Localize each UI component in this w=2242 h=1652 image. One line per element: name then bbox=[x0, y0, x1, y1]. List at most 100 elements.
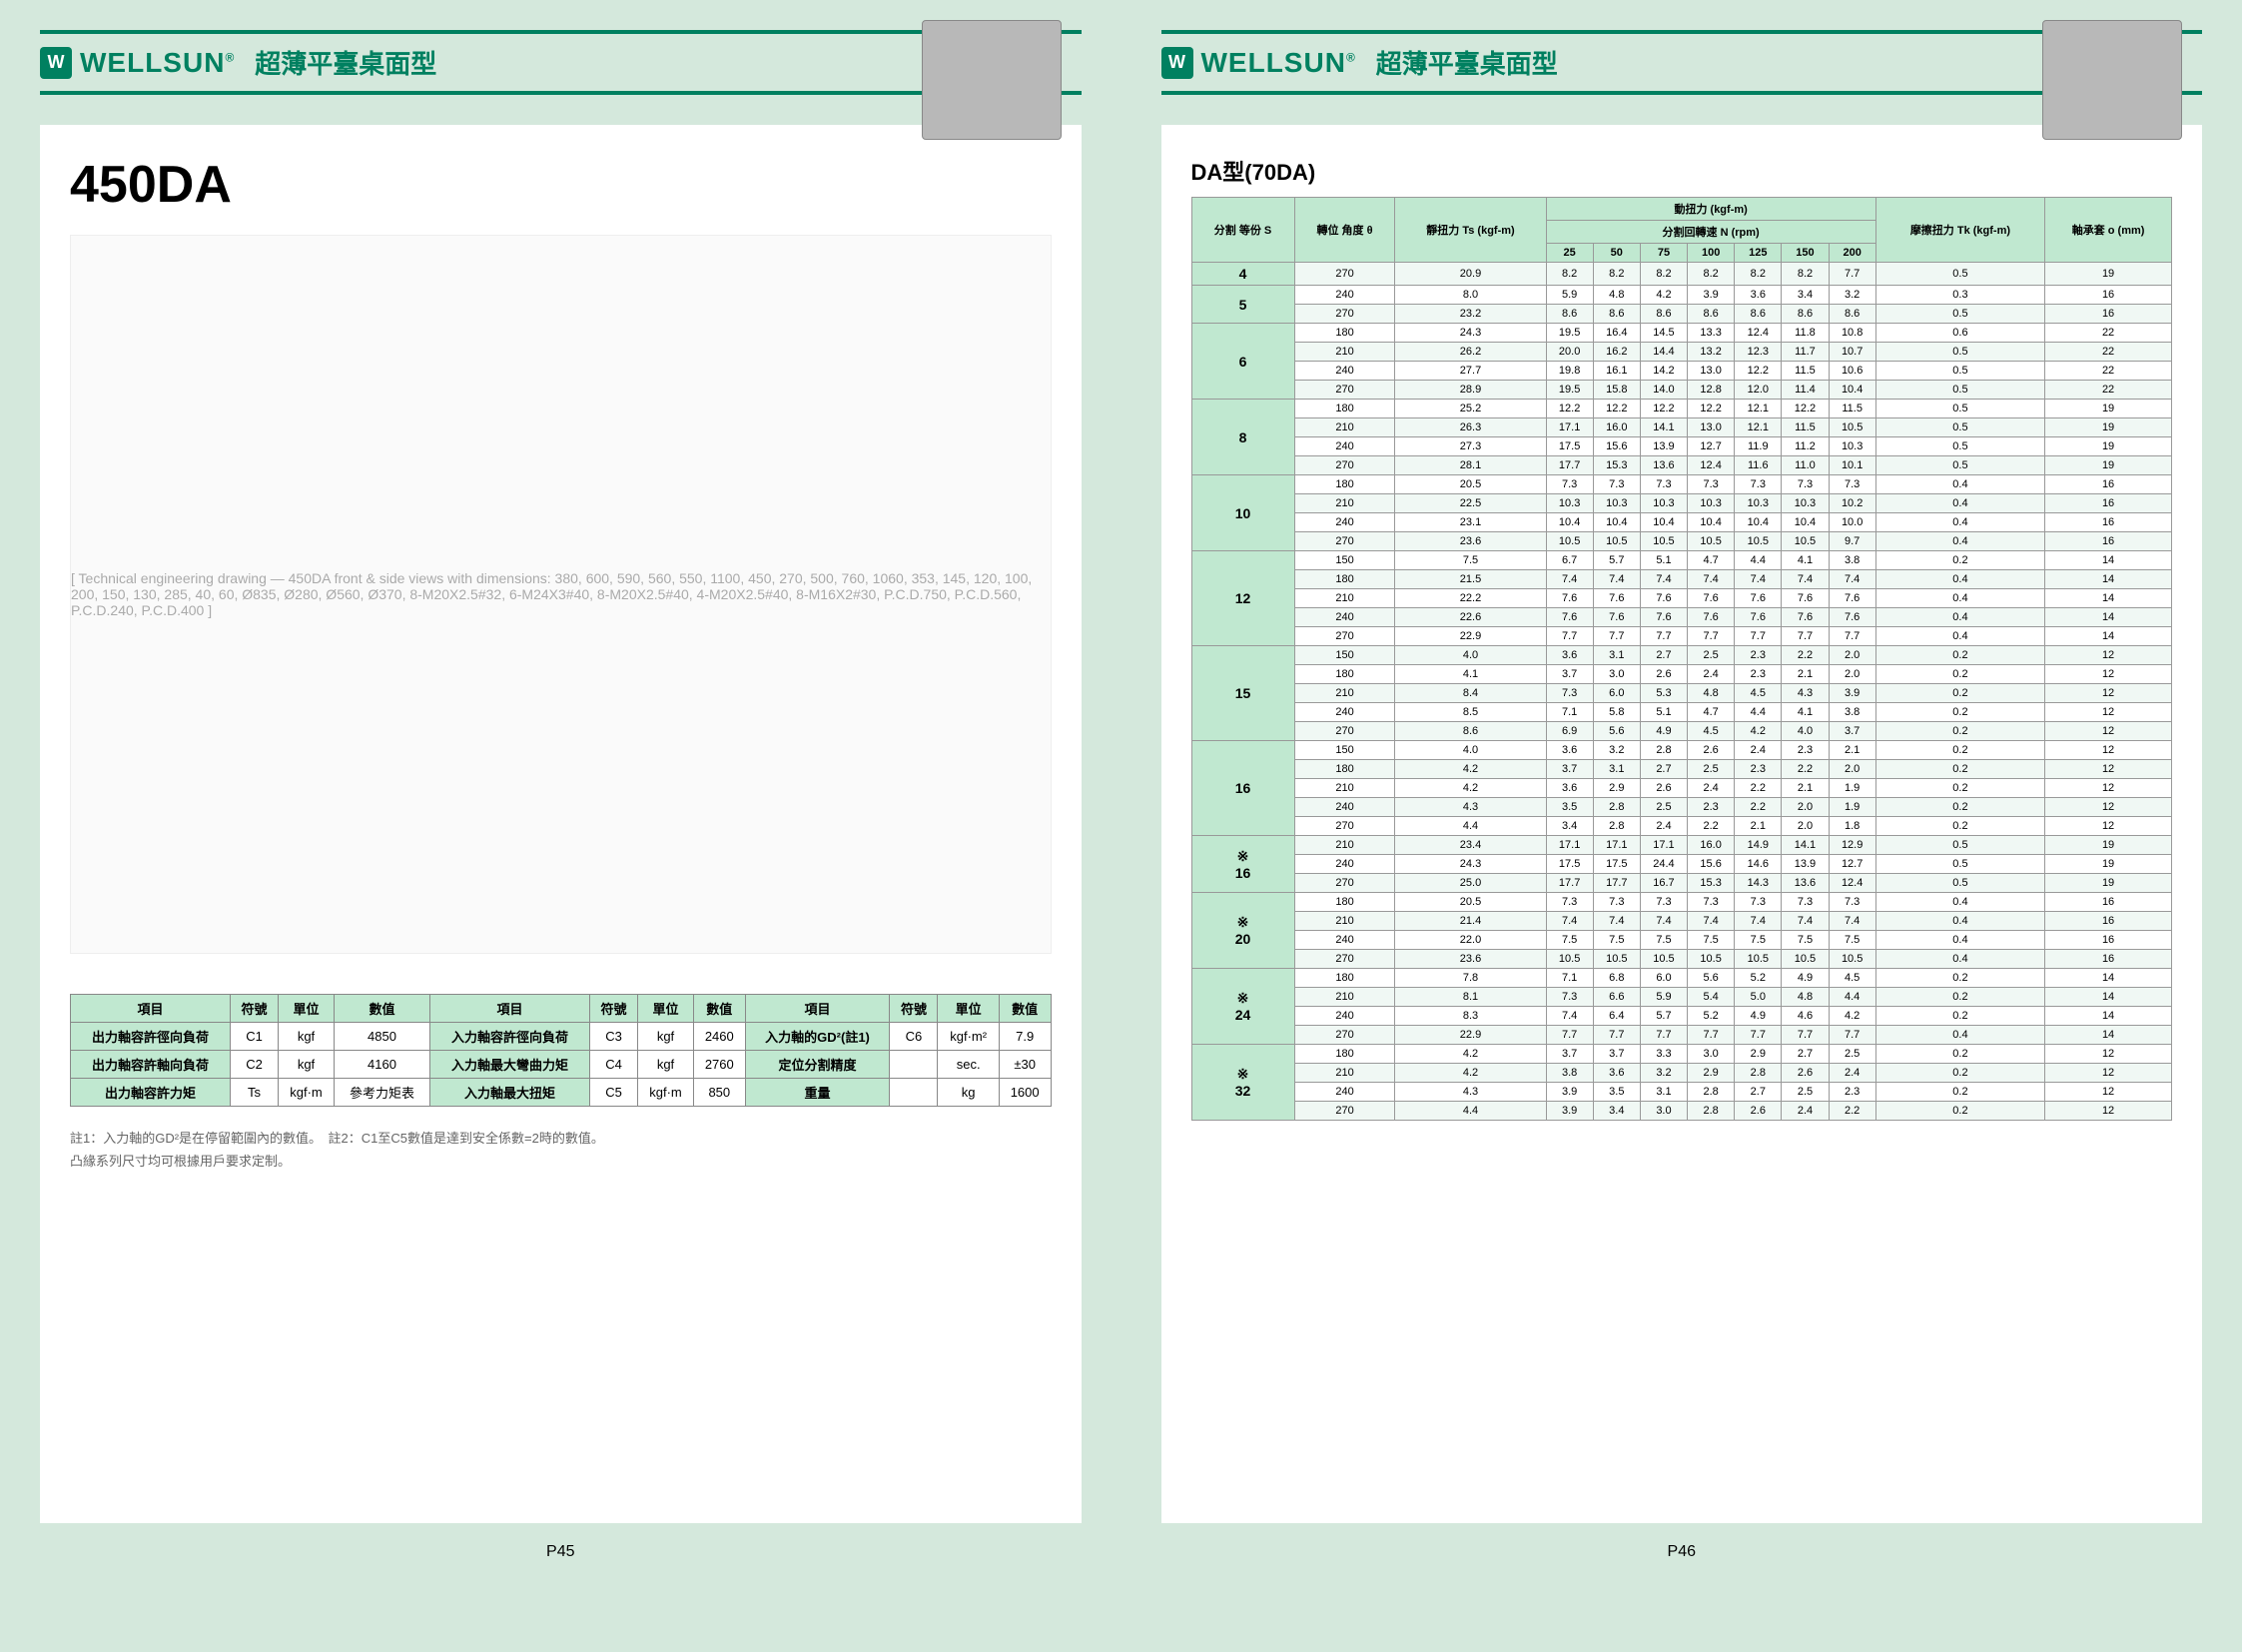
data-cell: 10.3 bbox=[1735, 494, 1782, 513]
data-cell: 2.2 bbox=[1782, 646, 1829, 665]
data-cell: 14.6 bbox=[1735, 855, 1782, 874]
data-cell: 12 bbox=[2045, 722, 2172, 741]
data-cell: 7.3 bbox=[1688, 893, 1735, 912]
data-cell: 2.4 bbox=[1688, 779, 1735, 798]
data-cell: 10.4 bbox=[1546, 513, 1593, 532]
spec-cell: C2 bbox=[231, 1051, 279, 1079]
data-cell: 3.5 bbox=[1593, 1083, 1640, 1102]
data-cell: 28.1 bbox=[1395, 456, 1546, 475]
data-cell: 4.3 bbox=[1395, 1083, 1546, 1102]
data-cell: 7.5 bbox=[1593, 931, 1640, 950]
data-cell: 0.5 bbox=[1875, 836, 2044, 855]
data-cell: 15.3 bbox=[1688, 874, 1735, 893]
data-cell: 14 bbox=[2045, 570, 2172, 589]
data-cell: 4.6 bbox=[1782, 1007, 1829, 1026]
data-cell: 16 bbox=[2045, 931, 2172, 950]
data-cell: 10.7 bbox=[1829, 343, 1875, 362]
data-cell: 0.2 bbox=[1875, 1045, 2044, 1064]
data-cell: 10.4 bbox=[1640, 513, 1687, 532]
data-cell: 2.5 bbox=[1829, 1045, 1875, 1064]
data-cell: 4.9 bbox=[1782, 969, 1829, 988]
data-cell: 270 bbox=[1294, 456, 1395, 475]
data-cell: 0.2 bbox=[1875, 779, 2044, 798]
data-cell: 14 bbox=[2045, 627, 2172, 646]
data-cell: 210 bbox=[1294, 343, 1395, 362]
data-cell: 7.6 bbox=[1782, 589, 1829, 608]
data-cell: 26.3 bbox=[1395, 418, 1546, 437]
spec-header: 符號 bbox=[590, 995, 638, 1023]
data-cell: 28.9 bbox=[1395, 381, 1546, 400]
spec-header: 符號 bbox=[890, 995, 938, 1023]
data-cell: 2.2 bbox=[1735, 798, 1782, 817]
data-cell: 7.7 bbox=[1546, 1026, 1593, 1045]
data-cell: 8.2 bbox=[1546, 263, 1593, 286]
data-cell: 7.7 bbox=[1688, 627, 1735, 646]
data-cell: 13.2 bbox=[1688, 343, 1735, 362]
data-cell: 7.7 bbox=[1829, 263, 1875, 286]
data-cell: 19.5 bbox=[1546, 381, 1593, 400]
data-cell: 2.3 bbox=[1735, 665, 1782, 684]
data-cell: 0.4 bbox=[1875, 931, 2044, 950]
data-cell: 7.1 bbox=[1546, 703, 1593, 722]
data-cell: 17.1 bbox=[1546, 418, 1593, 437]
rpm-col: 25 bbox=[1546, 244, 1593, 263]
data-cell: 17.1 bbox=[1640, 836, 1687, 855]
data-cell: 0.5 bbox=[1875, 418, 2044, 437]
data-cell: 7.3 bbox=[1640, 893, 1687, 912]
data-cell: 210 bbox=[1294, 494, 1395, 513]
data-cell: 270 bbox=[1294, 874, 1395, 893]
data-cell: 180 bbox=[1294, 1045, 1395, 1064]
spec-cell: 7.9 bbox=[999, 1023, 1051, 1051]
data-cell: 16.0 bbox=[1688, 836, 1735, 855]
data-cell: 0.4 bbox=[1875, 475, 2044, 494]
data-cell: 16 bbox=[2045, 286, 2172, 305]
data-cell: 19 bbox=[2045, 874, 2172, 893]
data-cell: 14.9 bbox=[1735, 836, 1782, 855]
col-friction: 摩擦扭力 Tk (kgf-m) bbox=[1875, 198, 2044, 263]
data-cell: 22.2 bbox=[1395, 589, 1546, 608]
spec-cell: 2760 bbox=[694, 1051, 746, 1079]
spec-header: 單位 bbox=[279, 995, 335, 1023]
data-cell: 4.2 bbox=[1395, 1064, 1546, 1083]
s-cell: ※ 20 bbox=[1191, 893, 1294, 969]
data-cell: 4.3 bbox=[1395, 798, 1546, 817]
data-cell: 12 bbox=[2045, 1102, 2172, 1121]
spec-cell: 850 bbox=[694, 1079, 746, 1107]
spec-cell: C1 bbox=[231, 1023, 279, 1051]
data-cell: 7.4 bbox=[1829, 570, 1875, 589]
data-cell: 4.9 bbox=[1640, 722, 1687, 741]
data-cell: 8.6 bbox=[1735, 305, 1782, 324]
data-cell: 3.9 bbox=[1688, 286, 1735, 305]
data-cell: 10.3 bbox=[1546, 494, 1593, 513]
data-cell: 0.4 bbox=[1875, 893, 2044, 912]
data-cell: 3.2 bbox=[1829, 286, 1875, 305]
data-cell: 2.8 bbox=[1593, 817, 1640, 836]
data-cell: 2.8 bbox=[1735, 1064, 1782, 1083]
data-cell: 11.5 bbox=[1782, 418, 1829, 437]
data-cell: 11.4 bbox=[1782, 381, 1829, 400]
data-cell: 2.6 bbox=[1688, 741, 1735, 760]
logo-text: WELLSUN® bbox=[80, 47, 235, 79]
data-cell: 0.2 bbox=[1875, 817, 2044, 836]
data-cell: 16 bbox=[2045, 494, 2172, 513]
brand-logo: W WELLSUN® bbox=[1161, 47, 1356, 79]
s-cell: 15 bbox=[1191, 646, 1294, 741]
data-cell: 180 bbox=[1294, 570, 1395, 589]
spec-cell: kgf bbox=[279, 1023, 335, 1051]
data-cell: 5.3 bbox=[1640, 684, 1687, 703]
data-cell: 2.3 bbox=[1782, 741, 1829, 760]
data-cell: 3.7 bbox=[1546, 760, 1593, 779]
data-cell: 3.0 bbox=[1593, 665, 1640, 684]
data-cell: 6.8 bbox=[1593, 969, 1640, 988]
data-cell: 17.7 bbox=[1546, 874, 1593, 893]
data-cell: 8.2 bbox=[1640, 263, 1687, 286]
data-cell: 12 bbox=[2045, 1083, 2172, 1102]
data-cell: 7.3 bbox=[1735, 475, 1782, 494]
data-cell: 0.4 bbox=[1875, 532, 2044, 551]
data-cell: 2.3 bbox=[1735, 760, 1782, 779]
data-cell: 7.4 bbox=[1640, 912, 1687, 931]
data-cell: 2.4 bbox=[1829, 1064, 1875, 1083]
data-cell: 10.5 bbox=[1782, 532, 1829, 551]
product-image-left bbox=[922, 20, 1062, 140]
data-cell: 7.3 bbox=[1546, 475, 1593, 494]
